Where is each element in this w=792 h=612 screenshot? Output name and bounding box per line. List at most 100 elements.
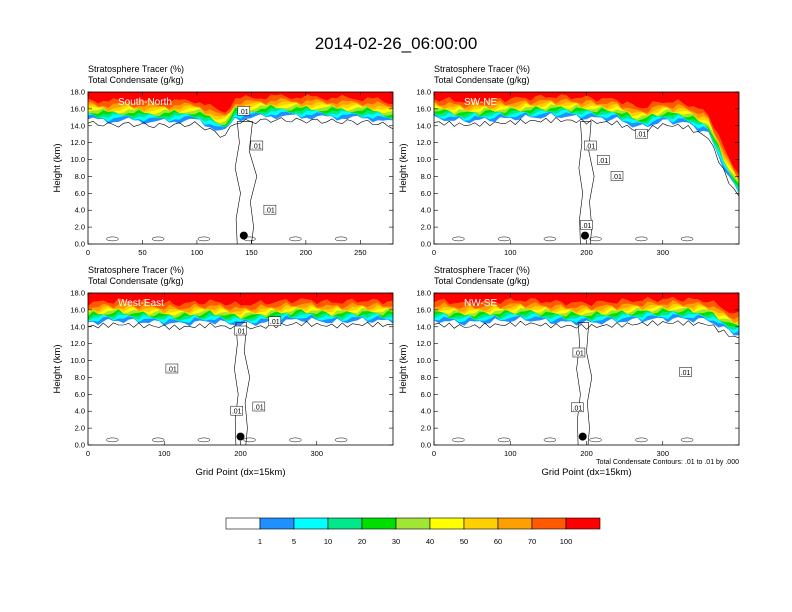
y-tick-label: 16.0 bbox=[416, 305, 431, 314]
colorbar-label: 50 bbox=[460, 537, 468, 546]
x-axis-label: Grid Point (dx=15km) bbox=[195, 467, 285, 478]
y-tick-label: 6.0 bbox=[421, 390, 431, 399]
contour-label-box bbox=[635, 128, 648, 139]
condensate-contour-plume bbox=[578, 121, 595, 244]
panel-south-north: .01 .01 .01 South-North Stratosphere Tracer … bbox=[52, 64, 394, 257]
x-axis-label: Grid Point (dx=15km) bbox=[541, 467, 631, 478]
condensate-contour-low bbox=[151, 236, 165, 242]
contour-label: .01 bbox=[236, 329, 246, 336]
y-tick-label: 18.0 bbox=[416, 289, 431, 298]
colorbar-swatch bbox=[327, 517, 363, 530]
y-tick-label: 0.0 bbox=[75, 441, 85, 450]
subtitle-condensate: Total Condensate (g/kg) bbox=[434, 276, 530, 286]
y-tick-label: 16.0 bbox=[70, 305, 85, 314]
y-tick-label: 16.0 bbox=[416, 104, 431, 113]
contour-label-box bbox=[234, 325, 247, 336]
condensate-contour-low bbox=[334, 236, 348, 242]
y-tick-label: 14.0 bbox=[70, 322, 85, 331]
y-tick-label: 2.0 bbox=[421, 424, 431, 433]
tracer-field bbox=[434, 92, 739, 244]
x-tick-label: 100 bbox=[191, 248, 204, 257]
x-tick-label: 200 bbox=[300, 248, 313, 257]
y-tick-label: 12.0 bbox=[70, 138, 85, 147]
location-marker bbox=[236, 432, 245, 441]
colorbar-swatch bbox=[429, 517, 465, 530]
tracer-band-9 bbox=[434, 92, 739, 175]
colorbar-swatch bbox=[259, 517, 295, 530]
x-tick-label: 50 bbox=[138, 248, 146, 257]
contour-label: .01 bbox=[252, 144, 262, 151]
y-tick-label: 12.0 bbox=[416, 339, 431, 348]
y-tick-label: 8.0 bbox=[421, 373, 431, 382]
y-tick-label: 0.0 bbox=[421, 441, 431, 450]
condensate-contour-low bbox=[635, 437, 648, 443]
y-tick-label: 4.0 bbox=[75, 407, 85, 416]
y-tick-label: 18.0 bbox=[416, 88, 431, 97]
y-axis-label: Height (km) bbox=[398, 143, 409, 192]
condensate-contour-low bbox=[243, 437, 256, 443]
condensate-contour-low bbox=[289, 437, 302, 443]
y-tick-label: 4.0 bbox=[75, 206, 85, 215]
y-tick-label: 8.0 bbox=[421, 172, 431, 181]
colorbar-swatch bbox=[497, 517, 533, 530]
colorbar-label: 20 bbox=[358, 537, 366, 546]
location-marker bbox=[578, 432, 587, 441]
condensate-contour-low bbox=[289, 236, 302, 242]
contour-label: .01 bbox=[265, 208, 275, 215]
condensate-contour-upper bbox=[434, 320, 739, 339]
panel-label: West-East bbox=[118, 298, 164, 309]
condensate-contour-low bbox=[589, 236, 602, 242]
colorbar-label: 30 bbox=[392, 537, 400, 546]
x-tick-label: 100 bbox=[504, 449, 517, 458]
panel-west-east: .01 .01 .01 .01 .01 West-East Stratosphere Tra… bbox=[52, 265, 394, 478]
contour-label: .01 bbox=[254, 405, 264, 412]
x-tick-label: 150 bbox=[245, 248, 258, 257]
y-tick-label: 10.0 bbox=[416, 155, 431, 164]
y-tick-label: 6.0 bbox=[421, 189, 431, 198]
y-tick-label: 10.0 bbox=[416, 356, 431, 365]
contour-label-box bbox=[610, 171, 624, 181]
contour-label-box bbox=[597, 155, 610, 165]
colorbar-label: 1 bbox=[258, 537, 262, 546]
y-tick-label: 14.0 bbox=[70, 121, 85, 130]
colorbar-swatch bbox=[565, 517, 601, 530]
y-tick-label: 2.0 bbox=[75, 424, 85, 433]
contour-label-box bbox=[250, 140, 264, 151]
y-tick-label: 18.0 bbox=[70, 88, 85, 97]
colorbar-label: 60 bbox=[494, 537, 502, 546]
plot-frame bbox=[87, 91, 394, 245]
contour-label-box bbox=[230, 405, 243, 416]
condensate-contour-low bbox=[106, 437, 119, 443]
y-tick-label: 14.0 bbox=[416, 121, 431, 130]
panel-label: SW-NE bbox=[464, 97, 497, 108]
condensate-contour-low bbox=[151, 437, 165, 443]
colorbar-swatch bbox=[395, 517, 431, 530]
contour-label: .01 bbox=[232, 409, 242, 416]
condensate-contour-low bbox=[543, 236, 557, 242]
contour-label: .01 bbox=[585, 144, 595, 151]
subtitle-tracer: Stratosphere Tracer (%) bbox=[88, 64, 184, 74]
y-tick-label: 2.0 bbox=[75, 223, 85, 232]
contour-label-box bbox=[252, 401, 266, 412]
contour-label: .01 bbox=[574, 351, 584, 358]
condensate-contour-plume bbox=[234, 121, 258, 244]
y-axis-label: Height (km) bbox=[52, 143, 63, 192]
colorbar-swatch bbox=[531, 517, 567, 530]
y-tick-label: 10.0 bbox=[70, 155, 85, 164]
y-tick-label: 4.0 bbox=[421, 407, 431, 416]
condensate-contour-plume bbox=[234, 322, 251, 445]
condensate-contour-low bbox=[334, 437, 348, 443]
figure-title: 2014-02-26_06:00:00 bbox=[315, 34, 478, 53]
panel-label: NW-SE bbox=[464, 298, 497, 309]
contour-label-box bbox=[165, 363, 179, 374]
colorbar: 1 5 10 20 30 40 50 60 70 100 bbox=[225, 517, 601, 546]
condensate-contour-low bbox=[635, 236, 648, 242]
contour-label-box bbox=[268, 316, 282, 326]
subtitle-tracer: Stratosphere Tracer (%) bbox=[434, 265, 530, 275]
y-tick-label: 8.0 bbox=[75, 373, 85, 382]
tracer-band-4 bbox=[434, 92, 739, 184]
contour-label: .01 bbox=[612, 174, 622, 181]
contour-label: .01 bbox=[598, 158, 608, 165]
